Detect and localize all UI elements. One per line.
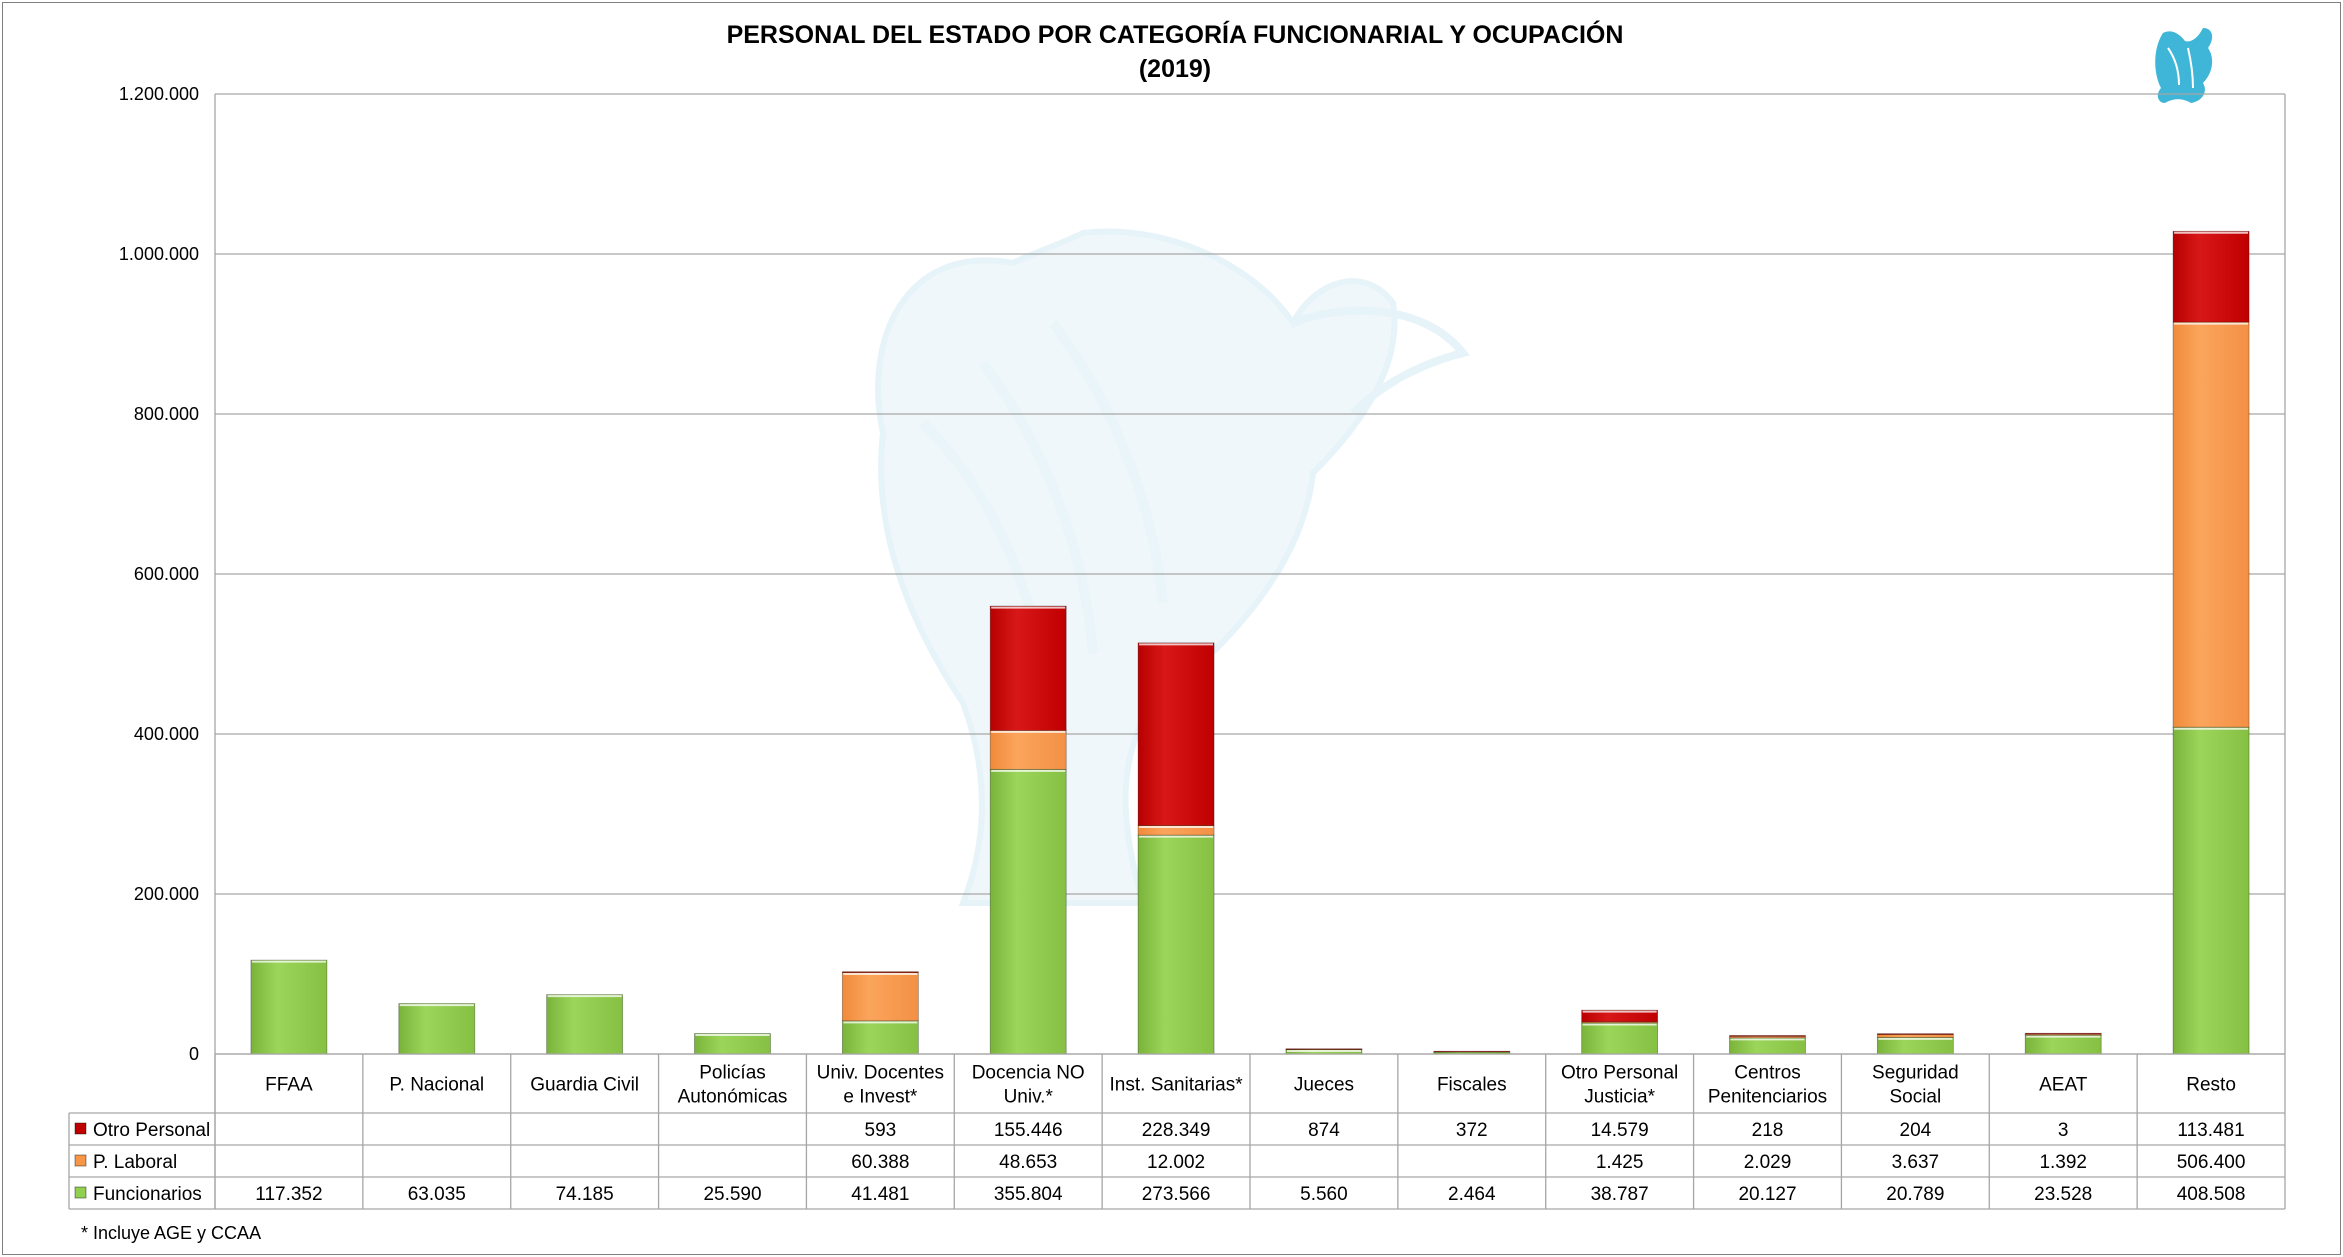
- legend-label: P. Laboral: [93, 1152, 177, 1173]
- bar-otro-personal: [1433, 1050, 1511, 1053]
- legend-swatch: [74, 1122, 87, 1135]
- data-label: 218: [1752, 1120, 1784, 1141]
- data-label: 117.352: [255, 1184, 322, 1205]
- y-tick-label: 200.000: [134, 884, 199, 904]
- footnote: * Incluye AGE y CCAA: [81, 1223, 261, 1243]
- data-label: 1.425: [1596, 1152, 1644, 1173]
- data-label: 3: [2058, 1120, 2069, 1141]
- category-label: Justicia*: [1584, 1087, 1655, 1108]
- bars: [250, 230, 2250, 1055]
- category-label: Univ.*: [1004, 1087, 1054, 1108]
- data-label: 273.566: [1142, 1184, 1211, 1205]
- data-label: 408.508: [2177, 1184, 2246, 1205]
- bar-funcionarios: [841, 1020, 919, 1055]
- data-label: 355.804: [994, 1184, 1063, 1205]
- bar-funcionarios: [250, 959, 328, 1055]
- category-label: Centros: [1734, 1063, 1801, 1084]
- data-label: 372: [1456, 1120, 1488, 1141]
- bar-otro-personal: [989, 605, 1067, 731]
- category-label: Univ. Docentes: [817, 1063, 944, 1084]
- bar-p-laboral: [1876, 1034, 1954, 1038]
- data-label: 48.653: [999, 1152, 1057, 1173]
- y-tick-label: 1.000.000: [119, 244, 199, 264]
- y-tick-label: 800.000: [134, 404, 199, 424]
- bar-otro-personal: [2024, 1032, 2102, 1035]
- chart-svg: PERSONAL DEL ESTADO POR CATEGORÍA FUNCIO…: [68, 19, 2286, 1243]
- bar-otro-personal: [2172, 230, 2250, 323]
- category-label: Jueces: [1294, 1075, 1354, 1096]
- data-label: 593: [865, 1120, 897, 1141]
- eagle-logo-icon: [2155, 28, 2213, 103]
- category-label: Fiscales: [1437, 1075, 1507, 1096]
- y-tick-label: 400.000: [134, 724, 199, 744]
- data-table: FFAA P. Nacional Guardia Civil Policías Auto…: [68, 1053, 2286, 1210]
- data-label: 228.349: [1142, 1120, 1211, 1141]
- data-label: 1.392: [2039, 1152, 2087, 1173]
- legend-label: Funcionarios: [93, 1184, 202, 1205]
- bar-p-laboral: [841, 972, 919, 1022]
- category-label: Penitenciarios: [1708, 1087, 1827, 1108]
- legend-swatch: [74, 1186, 87, 1199]
- data-label: 20.789: [1886, 1184, 1944, 1205]
- data-label: 20.127: [1738, 1184, 1796, 1205]
- category-label: Social: [1889, 1087, 1941, 1108]
- data-label: 60.388: [851, 1152, 909, 1173]
- category-label: Guardia Civil: [530, 1075, 639, 1096]
- data-label: 41.481: [851, 1184, 909, 1205]
- chart-subtitle: (2019): [1139, 55, 1211, 83]
- y-tick-label: 600.000: [134, 564, 199, 584]
- bar-funcionarios: [1581, 1022, 1659, 1055]
- data-label: 74.185: [556, 1184, 614, 1205]
- data-label: 14.579: [1591, 1120, 1649, 1141]
- data-label: 25.590: [703, 1184, 761, 1205]
- category-label: Policías: [699, 1063, 766, 1084]
- category-label: Autonómicas: [678, 1087, 788, 1108]
- bar-funcionarios: [398, 1003, 476, 1055]
- data-label: 63.035: [408, 1184, 466, 1205]
- category-label: FFAA: [265, 1075, 313, 1096]
- data-label: 12.002: [1147, 1152, 1205, 1173]
- y-tick-label: 1.200.000: [119, 84, 199, 104]
- legend-swatch: [74, 1154, 87, 1167]
- bar-funcionarios: [694, 1033, 771, 1055]
- category-label: Seguridad: [1872, 1063, 1959, 1084]
- data-label: 38.787: [1591, 1184, 1649, 1205]
- bar-funcionarios: [2024, 1034, 2102, 1055]
- category-label: Docencia NO: [972, 1063, 1085, 1084]
- bar-otro-personal: [1285, 1048, 1363, 1050]
- data-label: 2.029: [1744, 1152, 1792, 1173]
- data-label: 3.637: [1892, 1152, 1940, 1173]
- bar-p-laboral: [2172, 321, 2250, 728]
- category-label: P. Nacional: [389, 1075, 484, 1096]
- bar-funcionarios: [1137, 834, 1215, 1055]
- data-label: 113.481: [2177, 1120, 2244, 1141]
- bar-otro-personal: [1876, 1033, 1954, 1035]
- gridlines: [214, 93, 2286, 1209]
- y-tick-label: 0: [189, 1044, 199, 1064]
- category-label: AEAT: [2039, 1075, 2088, 1096]
- bar-otro-personal: [1581, 1009, 1659, 1023]
- data-label: 874: [1308, 1120, 1340, 1141]
- bar-p-laboral: [989, 730, 1067, 770]
- bar-funcionarios: [546, 994, 624, 1055]
- y-axis: 0 200.000 400.000 600.000 800.000 1.000.000 1.…: [119, 84, 199, 1064]
- category-label: e Invest*: [843, 1087, 918, 1108]
- data-label: 5.560: [1300, 1184, 1348, 1205]
- category-label: Resto: [2186, 1075, 2236, 1096]
- legend-label: Otro Personal: [93, 1120, 210, 1141]
- bar-otro-personal: [841, 971, 919, 973]
- bar-otro-personal: [1729, 1035, 1806, 1037]
- data-label: 2.464: [1448, 1184, 1496, 1205]
- data-label: 506.400: [2177, 1152, 2246, 1173]
- bar-funcionarios: [989, 768, 1067, 1055]
- data-label: 23.528: [2034, 1184, 2092, 1205]
- category-label: Otro Personal: [1561, 1063, 1678, 1084]
- category-label: Inst. Sanitarias*: [1110, 1075, 1244, 1096]
- bar-funcionarios: [2172, 726, 2250, 1055]
- data-label: 204: [1900, 1120, 1932, 1141]
- chart-title: PERSONAL DEL ESTADO POR CATEGORÍA FUNCIO…: [727, 19, 1624, 49]
- data-label: 155.446: [994, 1120, 1063, 1141]
- bar-otro-personal: [1137, 642, 1215, 826]
